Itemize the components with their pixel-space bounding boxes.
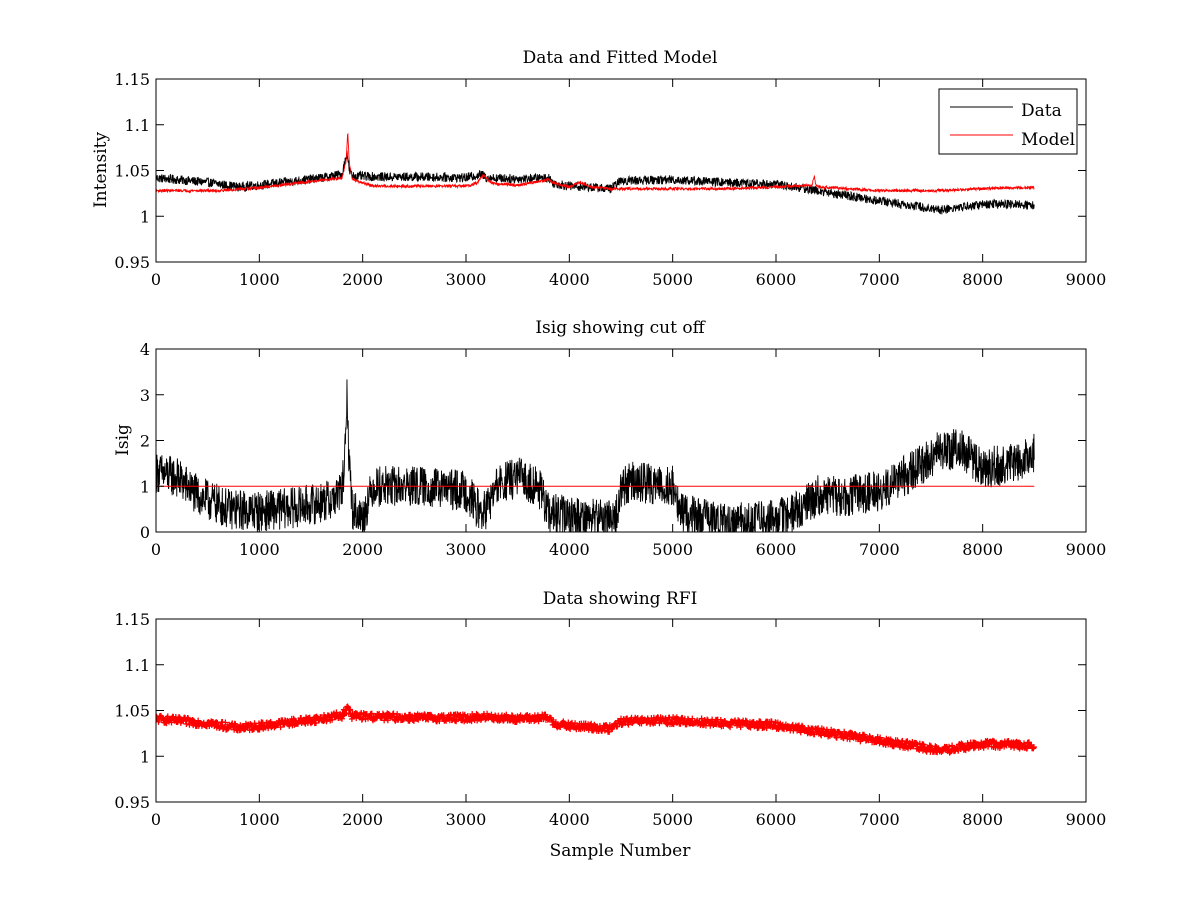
panel-1-series-group [156, 133, 1035, 215]
panel-1-plot-area: 0 1000 2000 3000 4000 5000 6000 7000 8000 9000 0.9… [114, 70, 1106, 289]
y-tick-label: 0.95 [114, 793, 150, 812]
panel-1-y-axis-label: Intensity [91, 132, 111, 208]
panel-2-plot-area: 0 1000 2000 3000 4000 5000 6000 7000 8000 9000 0 1 2… [140, 340, 1107, 559]
x-tick-label: 8000 [962, 810, 1003, 829]
series-data-line [156, 150, 1035, 215]
panel-data-rfi: Data showing RFI 0 1000 2000 3000 4000 5000 60… [114, 589, 1106, 861]
y-tick-label: 2 [140, 432, 150, 451]
panel-3-plot-area: 0 1000 2000 3000 4000 5000 6000 7000 8000 9000 0.9… [114, 610, 1106, 829]
x-tick-label: 2000 [342, 540, 383, 559]
x-tick-label: 5000 [652, 540, 693, 559]
series-model-line [156, 133, 1035, 194]
x-tick-label: 3000 [446, 540, 487, 559]
x-tick-label: 9000 [1066, 810, 1107, 829]
x-tick-label: 5000 [652, 810, 693, 829]
panel-2-title: Isig showing cut off [535, 318, 706, 338]
panel-1-background [156, 79, 1086, 262]
x-tick-label: 4000 [549, 810, 590, 829]
panel-1-title: Data and Fitted Model [523, 48, 718, 68]
x-tick-label: 1000 [239, 810, 280, 829]
x-tick-label: 1000 [239, 270, 280, 289]
y-tick-label: 1.05 [114, 162, 150, 181]
y-tick-label: 1 [140, 477, 150, 496]
panel-isig: Isig showing cut off 0 1000 2000 3000 4000 50… [113, 318, 1106, 559]
legend-model-label: Model [1021, 130, 1075, 150]
x-tick-label: 2000 [342, 810, 383, 829]
panel-2-frame [155, 348, 1087, 533]
y-tick-label: 1.1 [125, 116, 150, 135]
x-tick-label: 3000 [446, 270, 487, 289]
legend-data-label: Data [1021, 101, 1062, 121]
x-tick-label: 2000 [342, 270, 383, 289]
panel-3-title: Data showing RFI [543, 589, 698, 609]
x-tick-label: 0 [151, 540, 161, 559]
panel-3-frame [155, 618, 1087, 803]
x-tick-label: 4000 [549, 540, 590, 559]
x-tick-label: 3000 [446, 810, 487, 829]
x-tick-label: 6000 [756, 270, 797, 289]
panel-1-frame [155, 78, 1087, 263]
x-tick-label: 9000 [1066, 270, 1107, 289]
y-tick-label: 0.95 [114, 253, 150, 272]
x-tick-label: 7000 [859, 270, 900, 289]
y-tick-label: 1.15 [114, 70, 150, 89]
panel-3-series-group [156, 703, 1037, 756]
panel-data-and-model: Data and Fitted Model 0 1000 2000 3000 4000 5… [91, 48, 1106, 289]
y-tick-label: 1.05 [114, 702, 150, 721]
x-tick-label: 7000 [859, 540, 900, 559]
panel-1-legend: Data Model [938, 88, 1078, 155]
x-tick-label: 9000 [1066, 540, 1107, 559]
y-tick-label: 1 [140, 207, 150, 226]
series-points-markers [156, 703, 1037, 756]
panel-3-background [156, 619, 1086, 802]
x-tick-label: 6000 [756, 810, 797, 829]
y-tick-label: 1.15 [114, 610, 150, 629]
x-tick-label: 5000 [652, 270, 693, 289]
series-line-1-line [156, 379, 1035, 532]
x-tick-label: 8000 [962, 270, 1003, 289]
x-tick-label: 0 [151, 270, 161, 289]
x-tick-label: 4000 [549, 270, 590, 289]
y-tick-label: 1.1 [125, 656, 150, 675]
legend-box [938, 88, 1078, 155]
y-tick-label: 1 [140, 747, 150, 766]
panel-2-series-group [156, 379, 1035, 532]
panel-3-x-axis-label: Sample Number [550, 841, 692, 861]
y-tick-label: 4 [140, 340, 150, 359]
x-tick-label: 0 [151, 810, 161, 829]
y-tick-label: 0 [140, 523, 150, 542]
x-tick-label: 8000 [962, 540, 1003, 559]
x-tick-label: 1000 [239, 540, 280, 559]
y-tick-label: 3 [140, 386, 150, 405]
x-tick-label: 7000 [859, 810, 900, 829]
x-tick-label: 6000 [756, 540, 797, 559]
panel-2-y-axis-label: Isig [113, 424, 133, 456]
